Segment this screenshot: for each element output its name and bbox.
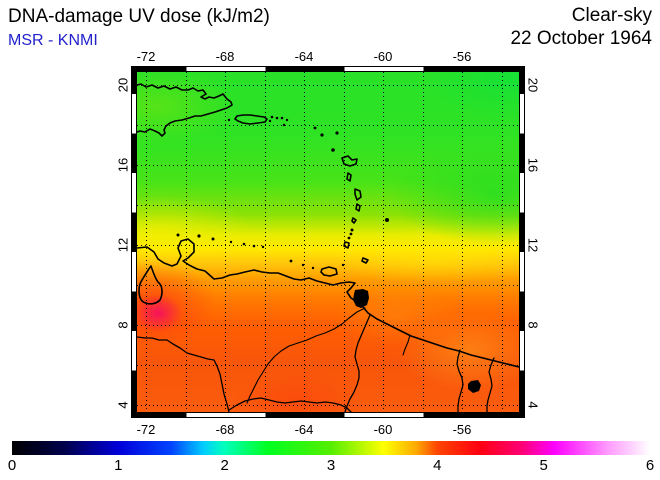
lon-tick-label: -68 xyxy=(215,49,235,64)
lat-tick-label: 8 xyxy=(115,321,131,329)
lat-tick-label: 20 xyxy=(115,77,131,93)
coastlines-layer xyxy=(137,83,519,412)
lon-tick-label: -64 xyxy=(294,422,314,437)
lon-tick-label: -60 xyxy=(373,49,393,64)
lesser-antilles xyxy=(313,126,389,308)
lat-tick-label: 4 xyxy=(115,401,131,409)
lon-tick-label: -72 xyxy=(136,422,156,437)
coastline-martinique xyxy=(354,188,362,201)
border-venezuela-brazil xyxy=(228,397,352,412)
coastline-tobago xyxy=(361,257,369,264)
colorbar-tick-label: 0 xyxy=(7,457,17,474)
lon-tick-label: -72 xyxy=(136,49,156,64)
date-label: 22 October 1964 xyxy=(510,28,652,49)
lake-maracaibo xyxy=(138,265,163,305)
colorbar-tick-label: 6 xyxy=(645,457,655,474)
colorbar-tick-label: 2 xyxy=(220,457,229,474)
page-title: DNA-damage UV dose (kJ/m2) xyxy=(8,6,270,27)
lat-tick-label: 20 xyxy=(525,77,541,93)
sky-condition-label: Clear-sky xyxy=(571,5,652,26)
lat-tick-label: 16 xyxy=(525,157,541,173)
border-suriname-frguiana xyxy=(486,357,495,412)
colorbar-tick-label: 5 xyxy=(539,457,548,474)
coastline-hispaniola xyxy=(137,83,233,137)
border-guyana-suriname xyxy=(456,349,464,412)
coastline-dominica xyxy=(346,172,352,182)
lat-tick-label: 4 xyxy=(525,401,541,409)
lon-tick-label: -56 xyxy=(452,49,472,64)
uv-dose-color-field xyxy=(137,72,519,412)
lake-brokopondo xyxy=(468,380,481,393)
lat-tick-label: 16 xyxy=(115,157,131,173)
lat-tick-label: 12 xyxy=(115,237,131,253)
lon-tick-label: -64 xyxy=(294,49,314,64)
map-panel: -72 -68 -64 -60 -56 -72 -68 -64 -60 -56 20 16 12 8 4… xyxy=(116,49,541,437)
lon-tick-label: -68 xyxy=(215,422,235,437)
map-frame-right xyxy=(519,66,525,418)
river-essequibo xyxy=(402,334,411,356)
coastline-st-vincent xyxy=(351,217,357,224)
coastline-st-lucia xyxy=(355,203,361,212)
river-orinoco xyxy=(246,307,366,404)
lat-tick-label: 8 xyxy=(525,321,541,329)
colorbar xyxy=(12,441,650,455)
map-frame-left xyxy=(131,66,137,418)
map-frame-bottom xyxy=(131,412,525,418)
venezuelan-islands xyxy=(176,233,345,270)
map-frame-top xyxy=(131,66,525,72)
colorbar-tick-label: 1 xyxy=(114,457,123,474)
lat-tick-label: 12 xyxy=(525,237,541,253)
lon-tick-label: -60 xyxy=(373,422,393,437)
coastline-grenada xyxy=(343,241,350,249)
virgin-islands xyxy=(227,115,289,127)
colorbar-labels: 0 1 2 3 4 5 6 xyxy=(8,457,654,475)
coastline-puerto-rico xyxy=(234,114,268,125)
island-trinidad xyxy=(353,289,369,308)
border-colombia-venezuela xyxy=(137,336,230,412)
colorbar-tick-label: 3 xyxy=(326,457,336,474)
coastline-guadeloupe xyxy=(341,155,358,167)
lon-tick-label: -56 xyxy=(452,422,472,437)
coastline-south-america xyxy=(137,238,519,368)
coastline-margarita xyxy=(320,266,338,277)
data-source-label: MSR - KNMI xyxy=(8,32,98,49)
colorbar-tick-label: 4 xyxy=(433,457,442,474)
border-venezuela-guyana xyxy=(344,314,371,412)
